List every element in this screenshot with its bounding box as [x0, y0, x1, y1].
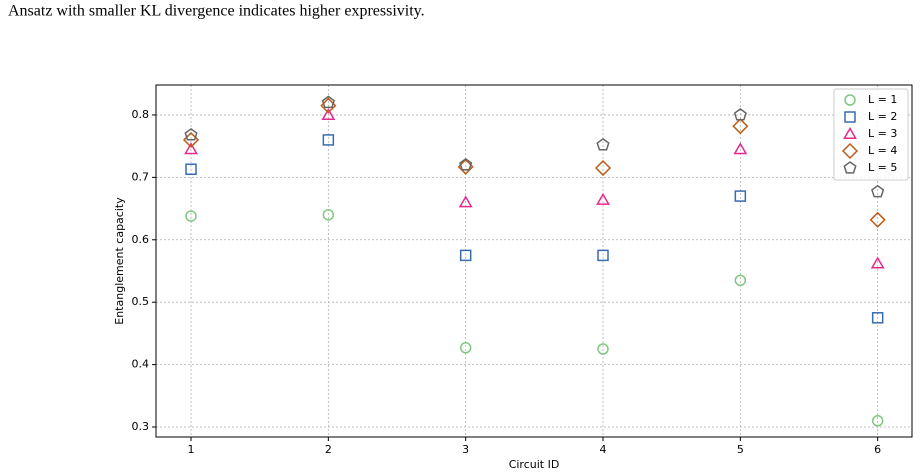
marker: [185, 163, 197, 176]
legend-marker: [841, 142, 859, 160]
legend: L = 1 L = 2 L = 3 L = 4 L = 5: [833, 88, 909, 181]
marker: [597, 249, 609, 262]
marker: [321, 95, 335, 109]
y-tick-label: 0.3: [132, 420, 150, 433]
y-axis-label: Entanglement capacity: [113, 197, 126, 325]
marker: [734, 190, 747, 202]
marker: [869, 211, 886, 228]
marker: [871, 415, 884, 427]
y-tick-label: 0.6: [132, 233, 150, 246]
marker: [322, 209, 335, 221]
legend-marker: [843, 127, 857, 139]
marker: [322, 134, 335, 146]
y-tick-label: 0.4: [132, 358, 150, 371]
x-tick-label: 4: [600, 443, 607, 456]
legend-label: L = 3: [868, 127, 897, 140]
legend-label: L = 4: [868, 144, 897, 157]
y-tick-label: 0.5: [132, 295, 150, 308]
legend-marker: [844, 111, 856, 123]
marker: [597, 343, 609, 355]
marker: [732, 118, 749, 135]
x-tick-label: 5: [737, 443, 744, 456]
marker: [459, 342, 472, 354]
marker: [184, 128, 198, 141]
legend-label: L = 2: [868, 110, 897, 123]
marker: [733, 108, 747, 121]
plot-frame: [155, 84, 913, 438]
marker: [871, 312, 884, 324]
legend-label: L = 5: [868, 161, 897, 174]
x-tick-label: 1: [188, 443, 195, 456]
x-tick-label: 3: [462, 443, 469, 456]
marker: [594, 159, 612, 177]
x-tick-label: 2: [325, 443, 332, 456]
marker: [459, 157, 473, 171]
marker: [733, 142, 748, 155]
legend-marker: [843, 161, 857, 174]
marker: [596, 137, 610, 151]
marker: [870, 256, 885, 269]
marker: [185, 210, 197, 222]
legend-label: L = 1: [868, 93, 897, 106]
marker: [871, 184, 885, 198]
marker: [321, 107, 336, 120]
marker: [596, 192, 610, 205]
legend-marker: [844, 94, 856, 106]
marker: [184, 142, 198, 155]
y-tick-label: 0.8: [132, 108, 150, 121]
y-tick-label: 0.7: [132, 170, 150, 183]
marker: [734, 274, 747, 287]
x-axis-label: Circuit ID: [509, 458, 560, 471]
caption: Ansatz with smaller KL divergence indica…: [8, 3, 425, 20]
marker: [458, 195, 473, 208]
marker: [459, 249, 472, 262]
x-tick-label: 6: [874, 443, 881, 456]
